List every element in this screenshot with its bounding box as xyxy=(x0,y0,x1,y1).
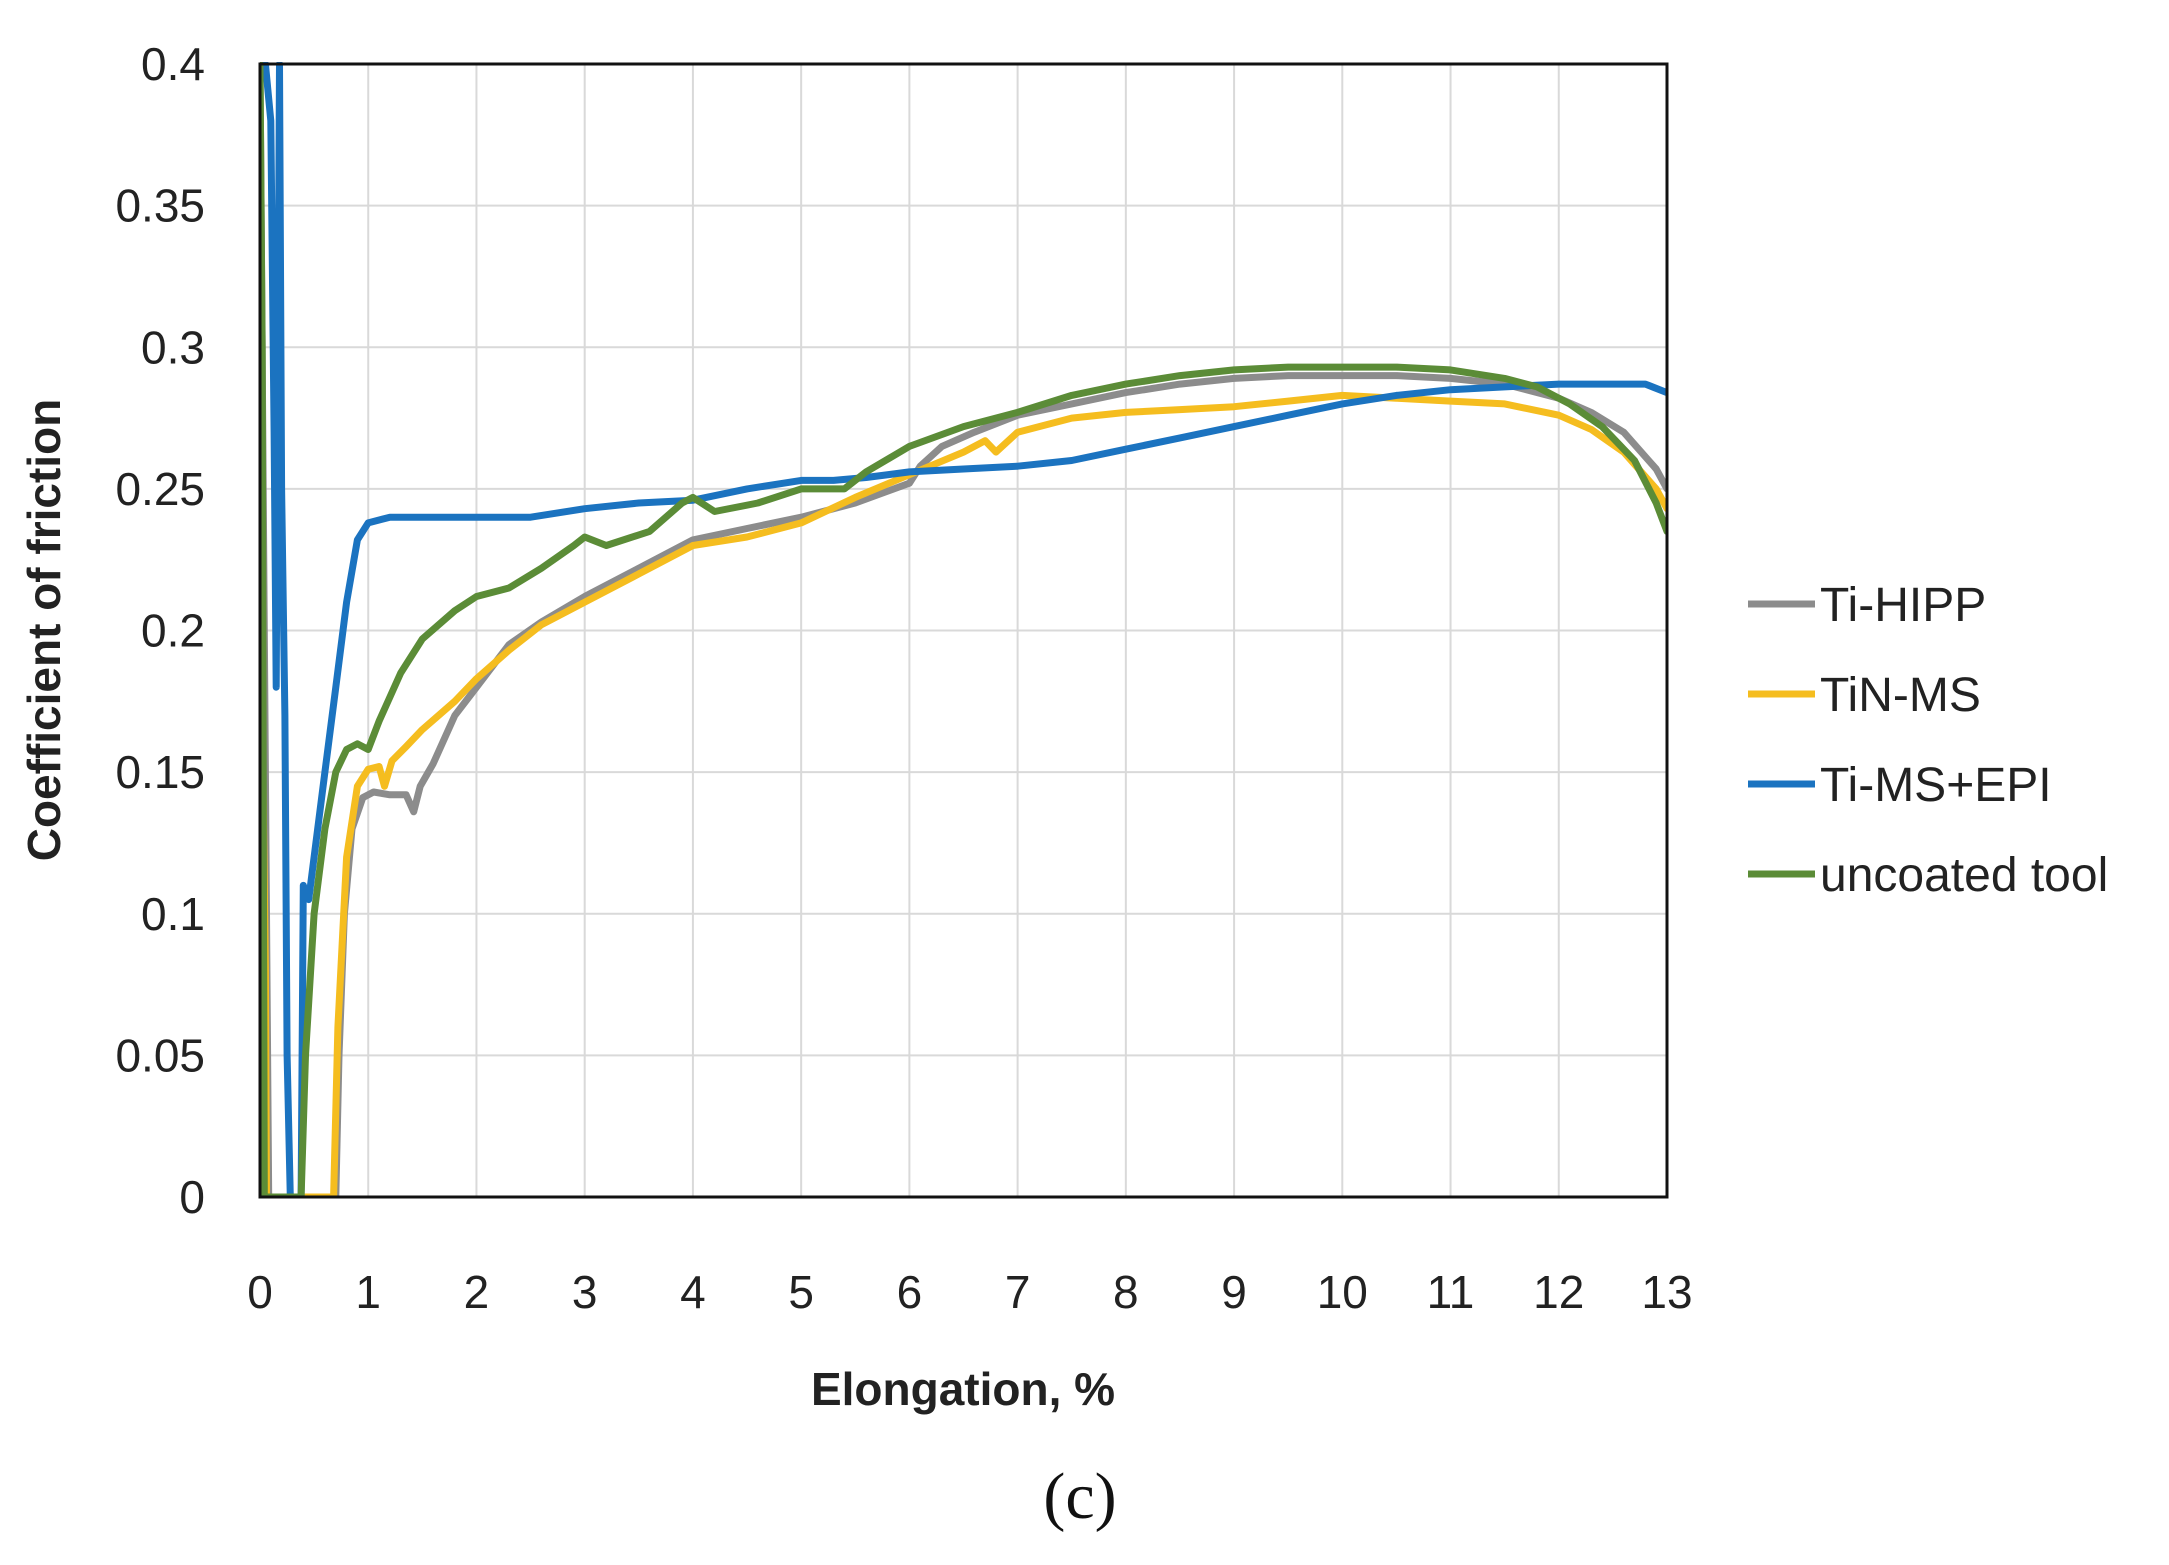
x-tick-label: 10 xyxy=(1317,1266,1368,1318)
y-axis-ticks: 0 0.05 0.1 0.15 0.2 0.25 0.3 0.35 0.4 xyxy=(115,38,205,1223)
legend-label: TiN-MS xyxy=(1820,669,1981,722)
y-tick-label: 0.35 xyxy=(115,180,205,232)
plot-area-frame xyxy=(258,62,1669,1199)
y-tick-label: 0 xyxy=(179,1171,205,1223)
y-axis-title: Coefficient of friction xyxy=(18,399,70,862)
legend: Ti-HIPP TiN-MS Ti-MS+EPI uncoated tool xyxy=(1748,579,2108,902)
x-tick-label: 8 xyxy=(1113,1266,1139,1318)
y-tick-label: 0.2 xyxy=(141,605,205,657)
x-tick-label: 13 xyxy=(1641,1266,1692,1318)
y-tick-label: 0.4 xyxy=(141,38,205,90)
y-tick-label: 0.25 xyxy=(115,463,205,515)
x-tick-label: 11 xyxy=(1427,1266,1475,1318)
x-tick-label: 6 xyxy=(897,1266,923,1318)
series-lines xyxy=(260,62,1667,1197)
series-line-ti-ms-epi xyxy=(260,62,1667,1197)
y-tick-label: 0.15 xyxy=(115,746,205,798)
x-axis-ticks: 0 1 2 3 4 5 6 7 8 9 10 11 12 13 xyxy=(247,1266,1692,1318)
y-tick-label: 0.05 xyxy=(115,1029,205,1081)
x-tick-label: 12 xyxy=(1533,1266,1584,1318)
x-axis-title: Elongation, % xyxy=(811,1363,1115,1415)
x-tick-label: 2 xyxy=(464,1266,490,1318)
legend-label: Ti-HIPP xyxy=(1820,579,1986,632)
x-tick-label: 0 xyxy=(247,1266,273,1318)
x-tick-label: 9 xyxy=(1221,1266,1247,1318)
y-tick-label: 0.3 xyxy=(141,321,205,373)
x-tick-label: 4 xyxy=(680,1266,706,1318)
x-tick-label: 1 xyxy=(355,1266,381,1318)
y-tick-label: 0.1 xyxy=(141,888,205,940)
legend-label: uncoated tool xyxy=(1820,849,2108,902)
panel-label: (c) xyxy=(1043,1460,1116,1533)
gridlines xyxy=(260,64,1667,1197)
legend-label: Ti-MS+EPI xyxy=(1820,759,2052,812)
x-tick-label: 7 xyxy=(1005,1266,1031,1318)
series-line-uncoated-tool xyxy=(260,62,1667,1197)
x-tick-label: 5 xyxy=(788,1266,814,1318)
x-tick-label: 3 xyxy=(572,1266,598,1318)
